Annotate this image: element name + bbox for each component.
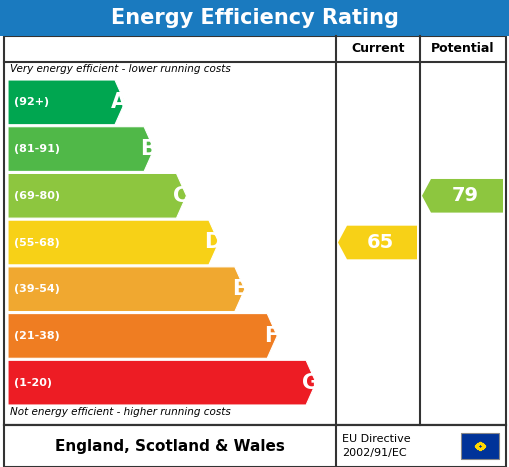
Text: F: F <box>264 326 278 346</box>
Text: Not energy efficient - higher running costs: Not energy efficient - higher running co… <box>10 407 231 417</box>
Polygon shape <box>8 220 219 265</box>
Text: (1-20): (1-20) <box>14 378 52 388</box>
Text: Current: Current <box>351 42 405 56</box>
Text: D: D <box>204 233 221 253</box>
Text: B: B <box>140 139 156 159</box>
Text: Very energy efficient - lower running costs: Very energy efficient - lower running co… <box>10 64 231 74</box>
Bar <box>4 36 506 425</box>
Text: Potential: Potential <box>431 42 495 56</box>
Polygon shape <box>8 267 245 311</box>
Text: (39-54): (39-54) <box>14 284 60 294</box>
Polygon shape <box>8 80 125 125</box>
Text: (92+): (92+) <box>14 97 49 107</box>
Bar <box>4 425 506 467</box>
Text: 79: 79 <box>452 186 479 205</box>
Text: C: C <box>173 186 188 206</box>
Text: A: A <box>111 92 127 113</box>
Text: (55-68): (55-68) <box>14 238 60 248</box>
Bar <box>0 0 509 36</box>
Text: G: G <box>301 373 319 393</box>
Text: (81-91): (81-91) <box>14 144 60 154</box>
Text: E: E <box>232 279 246 299</box>
Text: England, Scotland & Wales: England, Scotland & Wales <box>55 439 285 453</box>
Text: Energy Efficiency Rating: Energy Efficiency Rating <box>110 8 399 28</box>
Text: (69-80): (69-80) <box>14 191 60 201</box>
Polygon shape <box>338 226 417 259</box>
Polygon shape <box>422 179 503 212</box>
Text: (21-38): (21-38) <box>14 331 60 341</box>
Polygon shape <box>8 173 186 218</box>
Text: EU Directive: EU Directive <box>342 434 411 444</box>
Polygon shape <box>8 127 154 171</box>
Text: 65: 65 <box>367 233 394 252</box>
Polygon shape <box>8 360 316 405</box>
Text: 2002/91/EC: 2002/91/EC <box>342 448 407 458</box>
Bar <box>461 433 499 459</box>
Polygon shape <box>8 313 277 358</box>
